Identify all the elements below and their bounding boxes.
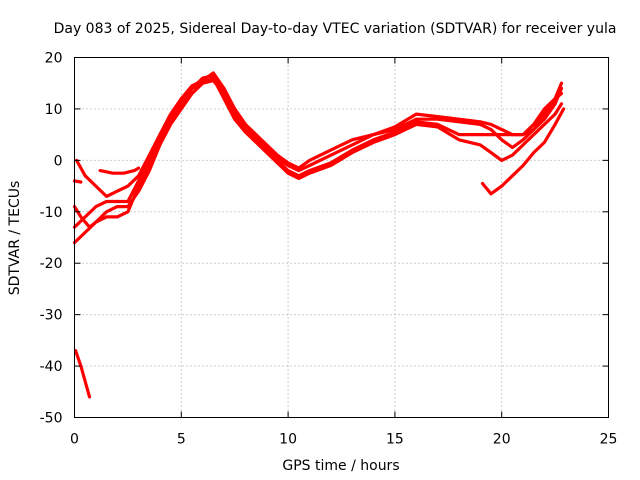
y-tick-label: -40 xyxy=(40,359,63,375)
x-tick-labels: 0 5 10 15 20 25 xyxy=(70,432,617,448)
y-tick-label: 0 xyxy=(54,153,63,169)
x-tick-label: 15 xyxy=(386,432,404,448)
grid xyxy=(74,57,609,418)
series-line-track-8 xyxy=(73,349,92,399)
y-tick-label: -50 xyxy=(40,411,63,427)
x-tick-label: 0 xyxy=(70,432,79,448)
series-line-track-7 xyxy=(480,107,566,196)
series-line-track-5 xyxy=(72,179,83,184)
y-tick-label: -20 xyxy=(40,256,63,272)
y-tick-labels: -50 -40 -30 -20 -10 0 10 20 xyxy=(40,51,63,427)
series-line-track-4 xyxy=(74,71,564,198)
y-tick-label: 20 xyxy=(45,51,63,67)
series-line-track-3 xyxy=(72,78,564,229)
y-tick-label: 10 xyxy=(45,102,63,118)
y-axis-title: SDTVAR / TECUs xyxy=(7,181,23,296)
axis-ticks xyxy=(74,57,609,418)
x-tick-label: 5 xyxy=(177,432,186,448)
series-line-track-2 xyxy=(72,76,564,245)
series-line-track-6 xyxy=(98,166,141,175)
x-tick-label: 20 xyxy=(493,432,511,448)
series-line-track-1 xyxy=(72,73,564,229)
chart-title: Day 083 of 2025, Sidereal Day-to-day VTE… xyxy=(54,21,617,37)
plot-frame xyxy=(74,57,609,418)
y-tick-label: -10 xyxy=(40,205,63,221)
x-tick-label: 10 xyxy=(279,432,297,448)
y-tick-label: -30 xyxy=(40,308,63,324)
series-group xyxy=(72,71,566,399)
x-tick-label: 25 xyxy=(600,432,618,448)
x-axis-title: GPS time / hours xyxy=(282,458,399,474)
